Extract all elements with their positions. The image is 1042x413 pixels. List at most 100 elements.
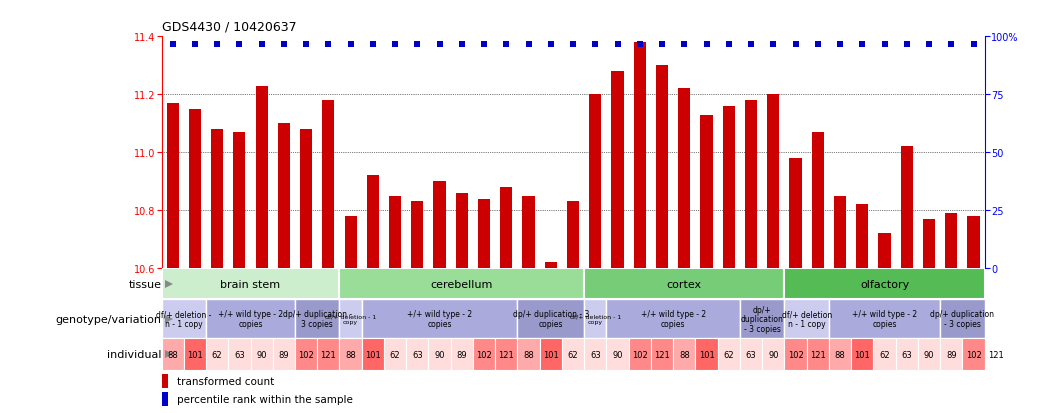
Bar <box>851 339 873 370</box>
Bar <box>673 339 695 370</box>
Bar <box>433 182 446 268</box>
Bar <box>585 339 606 370</box>
Bar <box>812 133 824 268</box>
Text: 63: 63 <box>234 350 245 358</box>
Text: 90: 90 <box>613 350 623 358</box>
Bar <box>228 339 250 370</box>
Bar <box>940 299 985 339</box>
Bar <box>162 299 206 339</box>
Bar <box>212 130 223 268</box>
Text: +/+ wild type - 2
copies: +/+ wild type - 2 copies <box>218 310 283 328</box>
Bar <box>406 339 428 370</box>
Text: 62: 62 <box>390 350 400 358</box>
Bar <box>945 214 958 268</box>
Bar <box>900 147 913 268</box>
Bar <box>162 339 183 370</box>
Text: 101: 101 <box>543 350 559 358</box>
Text: 62: 62 <box>723 350 735 358</box>
Bar <box>500 188 513 268</box>
Bar <box>918 339 940 370</box>
Bar <box>162 392 169 406</box>
Text: dp/+ duplication -
3 copies: dp/+ duplication - 3 copies <box>282 310 352 328</box>
Bar <box>295 339 317 370</box>
Bar <box>250 339 273 370</box>
Text: cerebellum: cerebellum <box>430 279 493 289</box>
Text: 88: 88 <box>523 350 534 358</box>
Bar <box>985 339 1007 370</box>
Text: 102: 102 <box>788 350 803 358</box>
Text: 89: 89 <box>278 350 290 358</box>
Bar <box>412 202 423 268</box>
Bar <box>785 339 807 370</box>
Bar <box>162 268 340 299</box>
Bar <box>873 339 896 370</box>
Bar <box>189 109 201 268</box>
Text: 63: 63 <box>901 350 912 358</box>
Bar <box>785 268 985 299</box>
Text: 88: 88 <box>835 350 845 358</box>
Text: percentile rank within the sample: percentile rank within the sample <box>177 394 352 404</box>
Bar <box>562 339 585 370</box>
Text: dp/+ duplication - 3
copies: dp/+ duplication - 3 copies <box>513 310 589 328</box>
Text: df/+ deletion - 1
copy: df/+ deletion - 1 copy <box>570 314 621 324</box>
Bar <box>585 299 606 339</box>
Text: 90: 90 <box>924 350 935 358</box>
Bar <box>723 107 735 268</box>
Bar <box>612 72 624 268</box>
Text: GDS4430 / 10420637: GDS4430 / 10420637 <box>162 20 296 33</box>
Bar <box>656 66 668 268</box>
Bar <box>718 339 740 370</box>
Bar <box>785 299 829 339</box>
Text: +/+ wild type - 2
copies: +/+ wild type - 2 copies <box>641 310 705 328</box>
Text: +/+ wild type - 2
copies: +/+ wild type - 2 copies <box>407 310 472 328</box>
Bar <box>233 133 246 268</box>
Text: 62: 62 <box>568 350 578 358</box>
Text: df/+ deletion -
n - 1 copy: df/+ deletion - n - 1 copy <box>156 310 212 328</box>
Text: 88: 88 <box>345 350 356 358</box>
Bar <box>829 339 851 370</box>
Bar <box>700 115 713 268</box>
Bar <box>518 299 585 339</box>
Bar <box>762 339 785 370</box>
Text: 88: 88 <box>168 350 178 358</box>
Bar <box>857 205 868 268</box>
Text: 121: 121 <box>498 350 515 358</box>
Text: 121: 121 <box>988 350 1003 358</box>
Text: df/+ deletion - 1
copy: df/+ deletion - 1 copy <box>325 314 376 324</box>
Bar <box>585 268 785 299</box>
Text: 90: 90 <box>256 350 267 358</box>
Text: 121: 121 <box>321 350 337 358</box>
Bar <box>634 43 646 268</box>
Bar <box>790 159 801 268</box>
Bar <box>322 101 334 268</box>
Bar <box>340 339 362 370</box>
Text: tissue: tissue <box>128 279 162 289</box>
Bar <box>963 339 985 370</box>
Bar <box>567 202 579 268</box>
Bar <box>273 339 295 370</box>
Text: df/+ deletion
n - 1 copy: df/+ deletion n - 1 copy <box>782 310 832 328</box>
Bar <box>362 339 384 370</box>
Text: dp/+
duplication
- 3 copies: dp/+ duplication - 3 copies <box>741 305 784 333</box>
Text: 121: 121 <box>810 350 825 358</box>
Bar <box>540 339 562 370</box>
Bar <box>367 176 379 268</box>
Text: dp/+ duplication
- 3 copies: dp/+ duplication - 3 copies <box>931 310 994 328</box>
Text: individual: individual <box>107 349 162 359</box>
Bar <box>183 339 206 370</box>
Bar <box>362 299 518 339</box>
Bar <box>300 130 313 268</box>
Text: 102: 102 <box>631 350 648 358</box>
Bar <box>678 89 691 268</box>
Text: 90: 90 <box>768 350 778 358</box>
Text: 102: 102 <box>298 350 314 358</box>
Text: transformed count: transformed count <box>177 376 274 386</box>
Bar <box>495 339 518 370</box>
Text: 101: 101 <box>854 350 870 358</box>
Text: 89: 89 <box>456 350 467 358</box>
Bar <box>606 339 628 370</box>
Bar <box>206 339 228 370</box>
Bar <box>745 101 758 268</box>
Bar <box>923 219 935 268</box>
Text: 62: 62 <box>879 350 890 358</box>
